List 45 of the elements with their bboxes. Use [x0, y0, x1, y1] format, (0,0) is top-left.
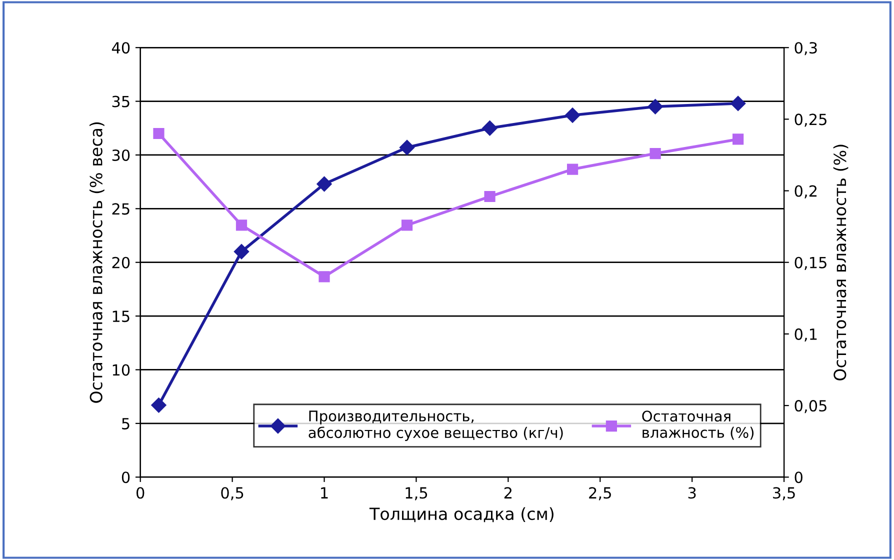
point — [482, 120, 498, 136]
y2-tick-label: 0 — [794, 472, 802, 484]
point — [151, 398, 166, 413]
point — [234, 244, 250, 260]
point — [236, 220, 248, 231]
y2-tick-label: 0,05 — [794, 400, 826, 414]
y-tick-label: 35 — [112, 96, 130, 108]
y-tick-label: 20 — [112, 256, 130, 268]
point — [648, 99, 663, 114]
point — [730, 96, 746, 112]
x-tick-label: 1,5 — [406, 487, 428, 500]
point — [401, 220, 413, 231]
y-tick-label: 40 — [112, 42, 130, 54]
x-tick-label: 1 — [321, 487, 328, 498]
y-tick-label: 5 — [122, 418, 130, 430]
y2-tick-label: 0,15 — [794, 256, 826, 270]
point — [564, 108, 580, 123]
y-tick-label: 10 — [112, 364, 130, 376]
x-tick-label: 3 — [688, 487, 696, 499]
y2-tick-label: 0,2 — [794, 185, 817, 198]
y2-axis-title: Остаточная влажность (%) — [833, 144, 848, 380]
point — [484, 190, 496, 202]
x-tick-label: 2 — [504, 487, 512, 498]
y-tick-label: 25 — [112, 203, 130, 215]
point — [316, 176, 332, 192]
y-tick-label: 0 — [122, 472, 130, 484]
y2-tick-label: 0,1 — [794, 328, 817, 342]
x-tick-label: 3,5 — [773, 487, 795, 500]
y-tick-label: 15 — [112, 310, 130, 322]
point — [153, 128, 164, 140]
point — [732, 134, 744, 145]
point — [318, 271, 330, 282]
point — [650, 148, 661, 160]
y-axis-title: Остаточная влажность (% веса) — [90, 122, 104, 403]
y2-tick-label: 0,25 — [794, 114, 826, 127]
x-tick-label: 0 — [136, 487, 144, 499]
y2-tick-label: 0,3 — [794, 42, 817, 56]
x-tick-label: 0,5 — [221, 487, 244, 500]
x-tick-label: 2,5 — [589, 487, 611, 500]
y-tick-label: 30 — [112, 149, 130, 161]
point — [566, 164, 578, 175]
point — [399, 140, 415, 156]
legend-label: Остаточная влажность (%) — [642, 410, 754, 440]
legend-label: Производительность, абсолютно сухое вещество (кг/ч) — [308, 410, 563, 441]
x-axis-title: Толщина осадка (см) — [369, 507, 554, 522]
